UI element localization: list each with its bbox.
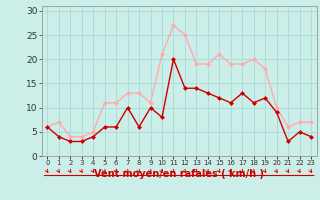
X-axis label: Vent moyen/en rafales ( km/h ): Vent moyen/en rafales ( km/h ) <box>94 169 264 179</box>
